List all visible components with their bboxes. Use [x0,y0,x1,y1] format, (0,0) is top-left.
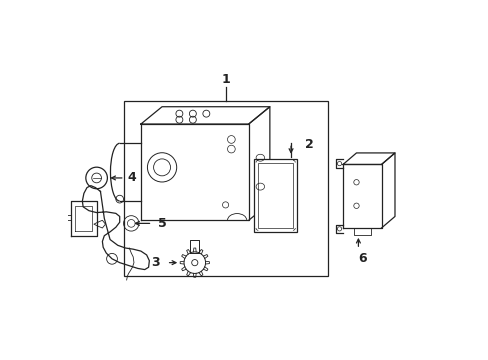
Text: 4: 4 [127,171,136,184]
Text: 3: 3 [151,256,160,269]
Text: 2: 2 [304,138,313,150]
Text: 5: 5 [158,217,166,230]
Text: 6: 6 [357,252,366,265]
Text: 1: 1 [221,73,229,86]
Bar [254,159,296,232]
Bar [123,101,327,276]
Bar [258,163,292,228]
